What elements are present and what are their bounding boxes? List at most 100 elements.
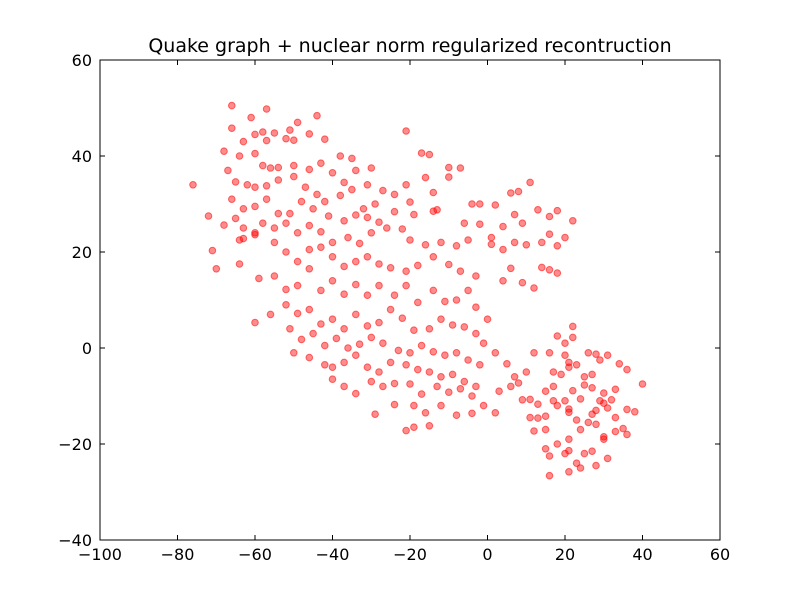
data-point: [363, 213, 372, 222]
data-point: [274, 209, 283, 218]
data-point: [390, 207, 399, 216]
data-point: [262, 136, 271, 145]
data-point: [286, 325, 294, 333]
data-point: [189, 181, 197, 189]
data-point: [228, 124, 236, 132]
data-point: [352, 310, 360, 319]
data-point: [425, 368, 434, 376]
data-point: [293, 257, 302, 266]
data-point: [231, 214, 240, 223]
data-point: [576, 464, 585, 472]
data-point: [491, 201, 500, 209]
data-point: [510, 373, 519, 381]
data-point: [220, 221, 228, 229]
data-point: [530, 284, 538, 292]
data-point: [324, 212, 333, 220]
data-point: [313, 190, 321, 199]
data-point: [499, 222, 507, 231]
data-point: [464, 236, 472, 244]
data-point: [371, 410, 379, 419]
data-point: [631, 408, 639, 416]
data-point: [224, 166, 232, 175]
data-point: [352, 389, 360, 398]
data-point: [437, 238, 445, 247]
data-point: [363, 252, 372, 261]
data-point: [530, 349, 538, 357]
data-point: [425, 325, 434, 333]
data-point: [499, 245, 507, 254]
data-point: [293, 309, 302, 318]
data-point: [270, 129, 279, 137]
x-tick-label: −80: [161, 545, 195, 564]
data-point: [526, 178, 534, 187]
data-point: [433, 206, 441, 214]
data-point: [417, 149, 426, 157]
data-point: [375, 260, 383, 268]
data-point: [402, 181, 410, 189]
data-point: [398, 314, 407, 323]
data-point: [305, 221, 314, 230]
data-point: [348, 185, 356, 194]
data-point: [472, 303, 480, 312]
data-point: [619, 424, 627, 433]
data-point: [603, 404, 612, 412]
data-point: [352, 351, 360, 360]
data-point: [204, 212, 213, 220]
data-point: [305, 130, 314, 138]
data-point: [425, 150, 434, 159]
data-point: [336, 191, 345, 200]
data-point: [452, 411, 461, 420]
data-point: [565, 468, 573, 476]
data-point: [456, 267, 465, 276]
data-point: [290, 161, 298, 170]
data-point: [270, 224, 279, 232]
data-point: [402, 281, 410, 290]
data-point: [534, 414, 542, 422]
data-point: [355, 239, 364, 248]
data-point: [441, 297, 449, 306]
x-tick-label: −60: [238, 545, 272, 564]
data-point: [390, 190, 399, 199]
data-point: [266, 164, 275, 172]
data-point: [235, 260, 244, 268]
data-point: [270, 272, 279, 280]
y-tick-label: −40: [58, 531, 92, 550]
x-tick-label: −100: [78, 545, 122, 564]
data-point: [317, 228, 325, 236]
data-point: [390, 291, 399, 300]
data-point: [445, 163, 453, 172]
data-point: [262, 105, 271, 113]
data-point: [460, 323, 469, 331]
data-point: [328, 277, 337, 285]
data-point: [623, 365, 631, 374]
data-point: [274, 163, 283, 172]
data-point: [545, 230, 554, 238]
data-point: [328, 252, 337, 261]
data-point: [406, 380, 414, 388]
data-point: [402, 361, 410, 369]
data-point: [611, 427, 620, 436]
data-point: [328, 375, 337, 384]
data-point: [228, 101, 236, 110]
data-point: [383, 224, 391, 232]
data-point: [340, 358, 348, 367]
data-point: [603, 454, 612, 463]
data-point: [367, 229, 376, 237]
data-point: [549, 368, 558, 376]
data-point: [363, 363, 372, 372]
data-point: [588, 384, 596, 392]
data-point: [247, 113, 255, 122]
data-point: [507, 382, 515, 391]
data-point: [549, 397, 558, 405]
data-point: [375, 368, 383, 376]
data-point: [507, 264, 515, 273]
data-point: [479, 339, 488, 348]
data-point: [286, 209, 294, 218]
data-point: [367, 164, 376, 172]
data-point: [507, 189, 515, 197]
data-point: [328, 238, 337, 247]
data-point: [402, 426, 410, 435]
data-point: [472, 382, 480, 391]
data-point: [561, 397, 569, 405]
data-point: [592, 350, 600, 359]
